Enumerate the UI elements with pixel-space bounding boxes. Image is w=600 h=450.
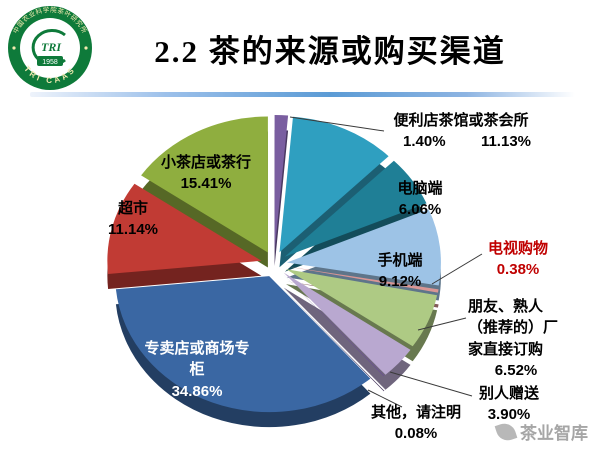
label-gift: 别人赠送 3.90%	[474, 383, 544, 426]
slice-name: 电视购物	[487, 240, 548, 257]
pct-row: 1.40% 11.13%	[381, 131, 541, 152]
slice-name: 专卖店或商场专柜	[144, 340, 250, 379]
pie-slice-depth-0	[274, 129, 289, 266]
slice-name: 其他，请注明	[370, 404, 461, 421]
slice-name: 超市	[117, 200, 148, 217]
logo-dot-right	[84, 46, 88, 50]
slice-name: 朋友、熟人（推荐的）厂家直接订购	[468, 298, 559, 358]
slice-pct: 11.14%	[107, 221, 159, 239]
label-supermarket: 超市 11.14%	[90, 198, 176, 241]
label-computer: 电脑端 6.06%	[388, 178, 452, 221]
slice-pct: 15.41%	[180, 175, 232, 193]
logo-inner-disc	[20, 18, 80, 78]
logo-year-banner	[37, 56, 63, 66]
watermark: 茶业智库	[494, 419, 588, 444]
slice-pct: 0.08%	[394, 425, 438, 443]
label-friends-direct-order: 朋友、熟人（推荐的）厂家直接订购 6.52%	[468, 296, 564, 381]
pie-slice-depth-5	[286, 284, 438, 362]
title-divider	[30, 92, 575, 97]
watermark-text: 茶业智库	[520, 424, 588, 443]
slice-pct: 6.06%	[398, 201, 442, 219]
label-other: 其他，请注明 0.08%	[370, 402, 462, 445]
slice-name: 小茶店或茶行	[160, 154, 251, 171]
slice-pct: 0.38%	[496, 261, 540, 279]
pie-slice-0	[274, 114, 289, 252]
slice-name-combined: 便利店茶馆或茶会所	[393, 112, 529, 129]
pie-slice-depth-6	[283, 287, 411, 390]
leader-line-3	[389, 371, 473, 397]
slide-title: 2.2 茶的来源或购买渠道	[154, 34, 506, 69]
logo-dot-left	[12, 46, 16, 50]
logo-center-text: TRI	[41, 40, 62, 54]
label-mobile: 手机端 9.12%	[368, 250, 432, 293]
logo-year: 1958	[42, 59, 58, 66]
pie-slice-1	[279, 116, 389, 253]
slice-pct: 3.90%	[487, 406, 531, 424]
slice-name: 手机端	[377, 252, 423, 269]
slice-pct: 6.52%	[494, 361, 538, 379]
leader-line-2	[417, 317, 467, 331]
label-convenience-teahouse: 便利店茶馆或茶会所 1.40% 11.13%	[381, 110, 541, 153]
slice-name: 电脑端	[397, 180, 443, 197]
tri-caas-logo-graphic: 中国农业科学院茶叶研究所 TRI CAAS TRI 1958	[8, 5, 92, 90]
leader-line-1	[431, 253, 483, 285]
pie-slice-depth-7	[282, 288, 385, 392]
leader-line-0	[289, 116, 385, 132]
label-tv-shopping: 电视购物 0.38%	[482, 238, 554, 281]
leaf-icon	[494, 420, 518, 443]
label-specialty-store: 专卖店或商场专柜 34.86%	[138, 338, 256, 402]
label-small-tea-shop: 小茶店或茶行 15.41%	[150, 152, 262, 195]
slice-name: 别人赠送	[478, 385, 539, 402]
slice-pct: 34.86%	[171, 382, 223, 400]
tri-caas-logo: 中国农业科学院茶叶研究所 TRI CAAS TRI 1958	[6, 4, 94, 92]
slice-pct: 9.12%	[378, 273, 422, 291]
pie-slice-depth-1	[279, 131, 389, 268]
slice-pct-teahouse: 11.13%	[480, 133, 531, 151]
slice-pct-convenience: 1.40%	[403, 133, 446, 151]
